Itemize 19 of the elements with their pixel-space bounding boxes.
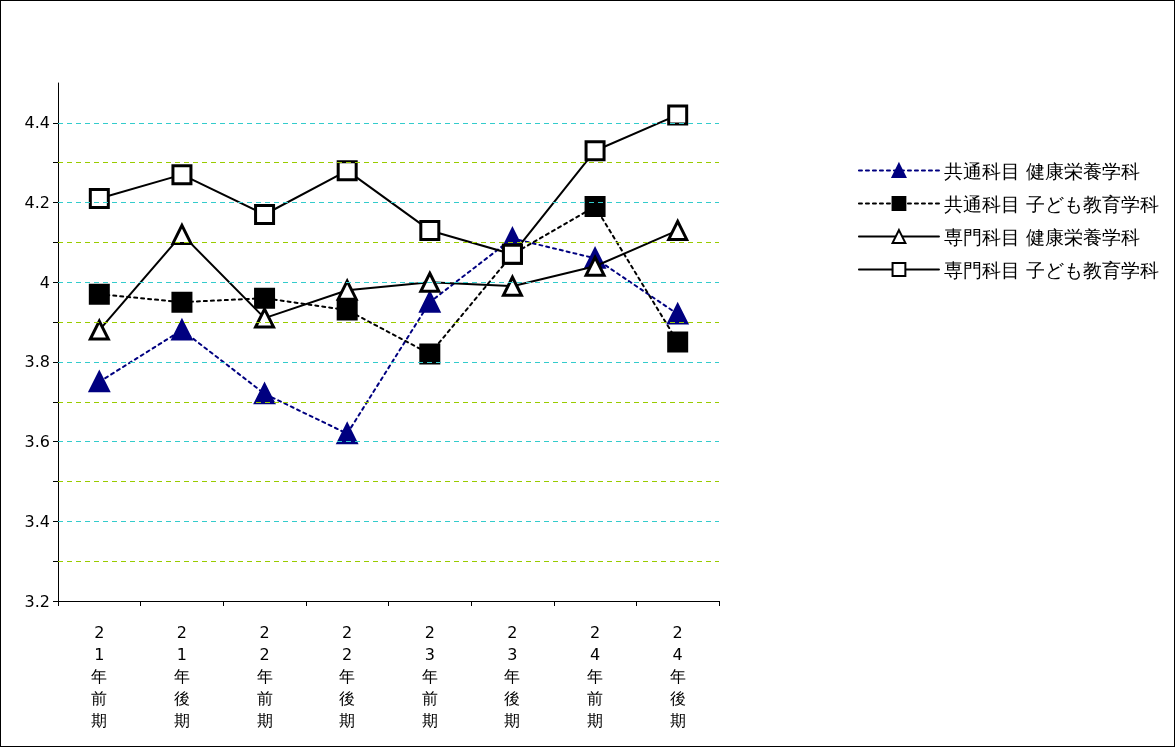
- y-tick-label: 4.4: [24, 113, 50, 133]
- y-tick-label: 3.8: [24, 352, 50, 372]
- x-tick-label: 24年前期: [587, 622, 604, 730]
- legend-label: 共通科目 健康栄養学科: [943, 159, 1141, 182]
- x-tick-label: 21年前期: [91, 622, 108, 730]
- x-tick-label: 23年前期: [421, 622, 438, 730]
- y-tick-label: 3.2: [24, 591, 50, 611]
- y-tick-label: 4: [39, 272, 50, 292]
- y-tick-label: 3.6: [24, 432, 50, 452]
- x-tick-label: 24年後期: [669, 622, 686, 730]
- legend-label: 共通科目 子ども教育学科: [943, 192, 1160, 215]
- x-tick-label: 22年前期: [256, 622, 273, 730]
- legend-label: 専門科目 子ども教育学科: [943, 258, 1160, 281]
- x-tick-label: 23年後期: [504, 622, 521, 730]
- legend-label: 専門科目 健康栄養学科: [943, 225, 1141, 248]
- x-tick-label: 22年後期: [339, 622, 356, 730]
- x-tick-label: 21年後期: [173, 622, 190, 730]
- y-tick-label: 3.4: [24, 511, 50, 531]
- y-tick-label: 4.2: [24, 193, 50, 213]
